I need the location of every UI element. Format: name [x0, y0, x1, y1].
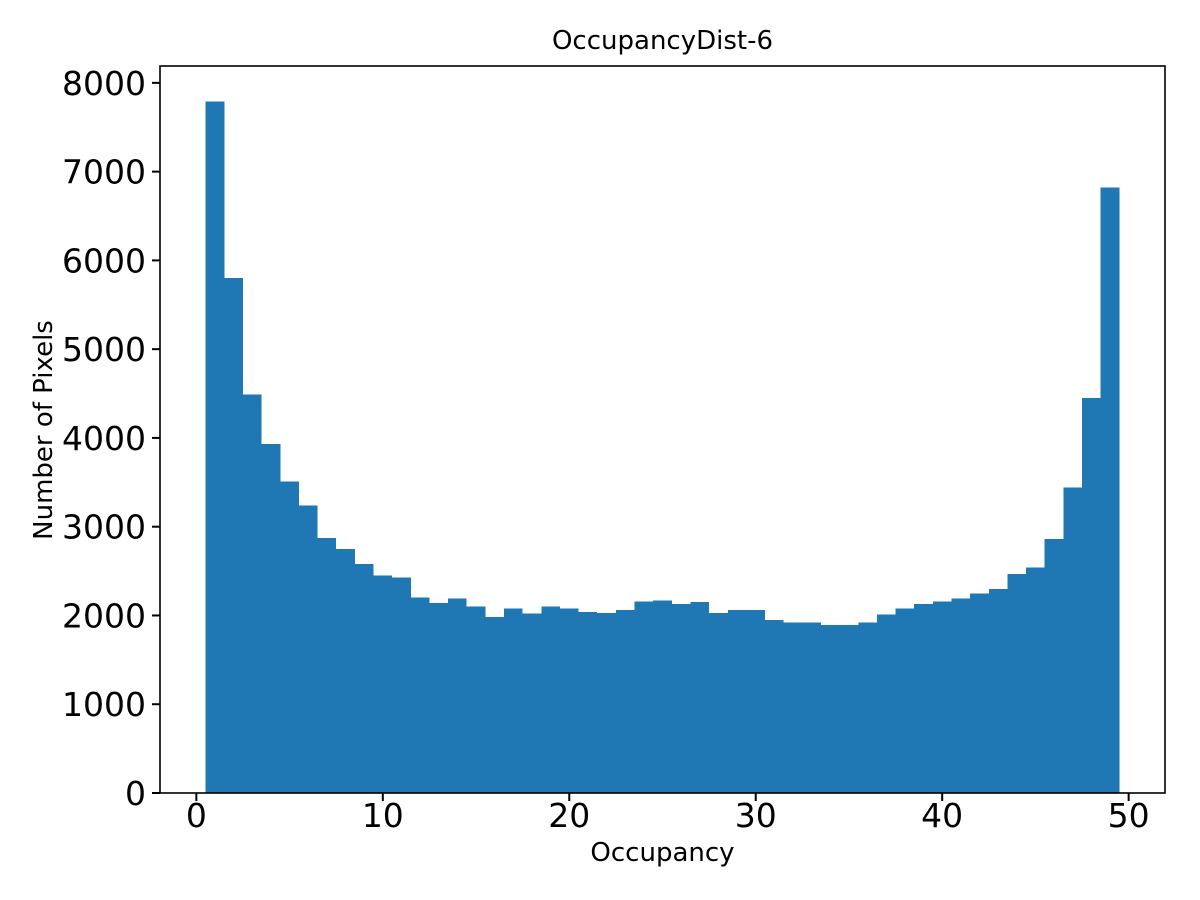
- histogram-bar: [373, 575, 393, 793]
- histogram-bar: [727, 610, 747, 793]
- histogram-bar: [261, 444, 281, 793]
- x-tick-label: 0: [186, 796, 207, 835]
- histogram-bar: [466, 606, 486, 793]
- histogram-bar: [653, 600, 672, 793]
- histogram-bar: [448, 598, 467, 793]
- x-tick-label: 30: [735, 796, 777, 835]
- histogram-bar: [522, 613, 542, 793]
- y-tick-label: 4000: [62, 419, 146, 458]
- x-tick-label: 20: [548, 796, 590, 835]
- histogram-bar: [298, 505, 318, 793]
- histogram-bar: [970, 593, 989, 793]
- y-tick-label: 5000: [62, 330, 146, 369]
- histogram-bar: [504, 608, 523, 793]
- histogram-bar: [1007, 573, 1027, 793]
- histogram-bar: [932, 601, 952, 793]
- histogram-bar: [802, 622, 821, 793]
- histogram-bar: [336, 548, 355, 793]
- y-tick-label: 2000: [62, 596, 146, 635]
- y-tick-label: 3000: [62, 508, 146, 547]
- y-tick-label: 0: [125, 774, 146, 813]
- histogram-bar: [224, 278, 243, 793]
- histogram-bar: [392, 577, 411, 793]
- histogram-bar: [671, 603, 691, 793]
- y-tick-label: 7000: [62, 153, 146, 192]
- histogram-bar: [429, 603, 449, 793]
- y-tick-label: 8000: [62, 64, 146, 103]
- histogram-bar: [280, 481, 299, 793]
- histogram-bar: [410, 597, 430, 793]
- histogram-bar: [746, 610, 766, 793]
- histogram-bar: [242, 394, 262, 793]
- histogram-bar: [839, 625, 859, 793]
- x-tick-label: 40: [921, 796, 963, 835]
- histogram-bar: [895, 608, 915, 793]
- histogram-bar: [709, 612, 728, 793]
- histogram-bar: [1100, 187, 1120, 794]
- histogram-bar: [317, 538, 337, 793]
- y-tick-label: 6000: [62, 241, 146, 280]
- histogram-bar: [876, 614, 896, 793]
- histogram-bar: [485, 617, 505, 793]
- histogram-bar: [541, 606, 560, 793]
- histogram-bar: [858, 622, 877, 793]
- x-tick-label: 10: [362, 796, 404, 835]
- histogram-bar: [783, 622, 803, 793]
- histogram-bar: [559, 608, 579, 793]
- histogram-bar: [765, 619, 784, 793]
- histogram-bar: [820, 625, 840, 793]
- histogram-bar: [690, 602, 710, 793]
- histogram-bar: [1063, 487, 1083, 793]
- chart-title: OccupancyDist-6: [551, 26, 774, 56]
- plot-border: [159, 65, 1166, 794]
- histogram-bar: [988, 588, 1008, 793]
- histogram-bar: [951, 598, 971, 793]
- histogram-bar: [914, 603, 933, 793]
- histogram-bar: [578, 611, 598, 793]
- histogram-bar: [634, 601, 654, 793]
- x-tick-label: 50: [1108, 796, 1150, 835]
- x-axis-label: Occupancy: [590, 838, 735, 868]
- histogram-bar: [354, 563, 374, 793]
- histogram-bar: [1026, 567, 1045, 793]
- histogram-bar: [1082, 397, 1101, 793]
- histogram-bar: [205, 101, 225, 793]
- y-tick-label: 1000: [62, 685, 146, 724]
- histogram-bar: [615, 610, 635, 793]
- histogram-bar: [1044, 539, 1064, 793]
- histogram-bar: [597, 612, 616, 793]
